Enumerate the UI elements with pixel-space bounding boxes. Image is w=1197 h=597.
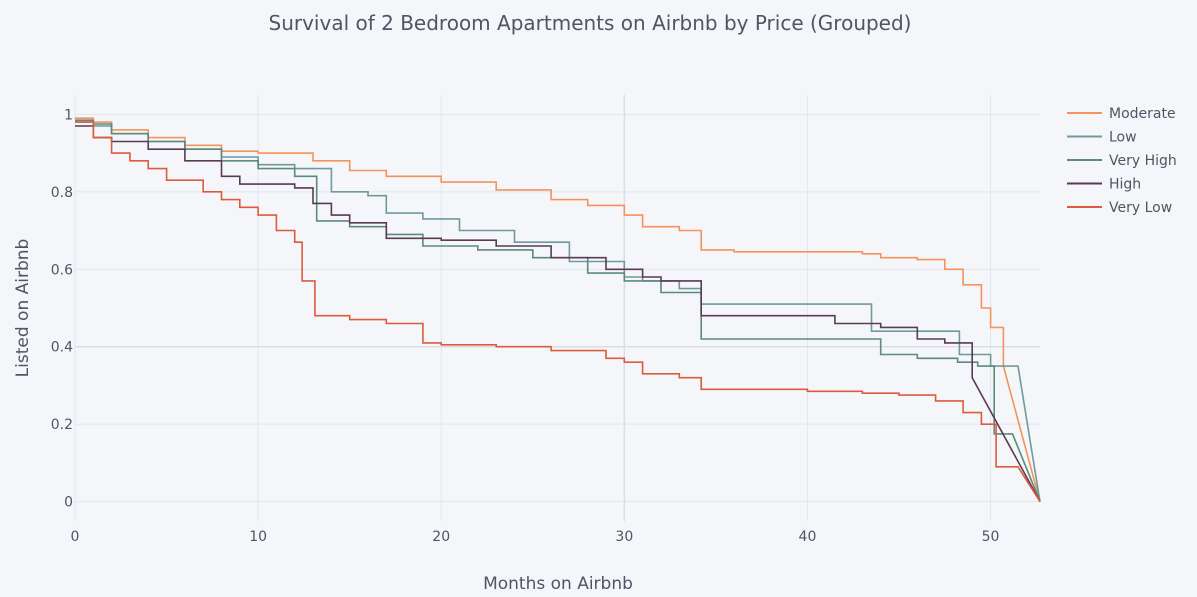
x-tick-label: 0 (71, 529, 80, 545)
y-axis-title: Listed on Airbnb (13, 239, 33, 378)
series-lines (75, 117, 1041, 503)
x-tick-label: 10 (249, 529, 267, 545)
y-tick-label: 0.8 (51, 185, 73, 201)
x-tick-label: 50 (982, 529, 1000, 545)
legend-item-low[interactable]: Low (1067, 130, 1137, 146)
x-tick-label: 40 (799, 529, 817, 545)
y-tick-label: 0 (64, 495, 73, 511)
x-axis-title: Months on Airbnb (483, 574, 633, 594)
y-tick-label: 0.4 (51, 340, 73, 356)
series-line-moderate[interactable] (75, 117, 1041, 502)
legend-label: Very High (1109, 153, 1177, 169)
legend-label: Low (1109, 130, 1137, 146)
y-tick-label: 1 (64, 107, 73, 123)
legend[interactable]: Moderate Low Very High High Very Low (1067, 106, 1177, 216)
legend-item-very-low[interactable]: Very Low (1067, 200, 1172, 216)
series-line-very-low[interactable] (75, 121, 1041, 503)
y-tick-label: 0.6 (51, 262, 73, 278)
y-tick-label: 0.2 (51, 417, 73, 433)
legend-label: High (1109, 177, 1141, 193)
tick-labels: 0 10 20 30 40 50 0 0.2 0.4 0.6 0.8 1 (51, 107, 1000, 545)
legend-label: Moderate (1109, 106, 1176, 122)
legend-label: Very Low (1109, 200, 1172, 216)
series-line-very-high[interactable] (75, 119, 1041, 502)
x-tick-label: 20 (432, 529, 450, 545)
chart-title: Survival of 2 Bedroom Apartments on Airb… (269, 11, 912, 35)
legend-item-moderate[interactable]: Moderate (1067, 106, 1176, 122)
legend-item-very-high[interactable]: Very High (1067, 153, 1177, 169)
series-line-high[interactable] (75, 125, 1041, 502)
legend-item-high[interactable]: High (1067, 177, 1141, 193)
x-tick-label: 30 (615, 529, 633, 545)
